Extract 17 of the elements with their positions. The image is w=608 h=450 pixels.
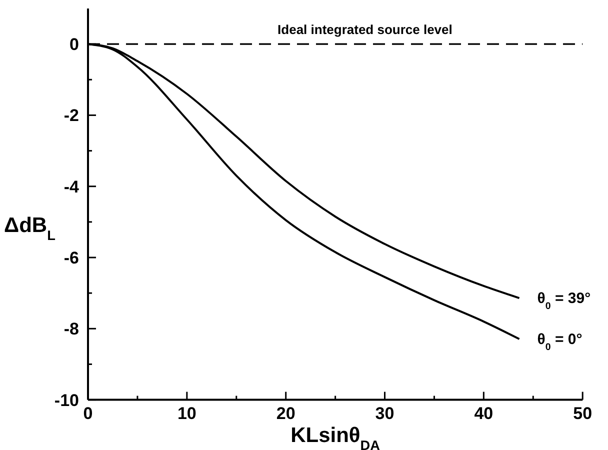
x-tick-label: 50 — [573, 404, 592, 423]
y-tick-label: -10 — [54, 390, 79, 410]
x-tick-label: 10 — [177, 404, 196, 423]
x-tick-label: 0 — [83, 404, 93, 423]
y-tick-label: -4 — [64, 177, 80, 196]
series-label: θ$_{0}$ = 39° — [537, 290, 591, 312]
ref-line-label: Ideal integrated source level — [278, 22, 452, 38]
y-tick-label: 0 — [70, 35, 79, 54]
y-axis-title: ΔdB$_{L}$ — [4, 214, 56, 242]
x-tick-label: 40 — [474, 404, 494, 423]
y-tick-label: -6 — [64, 248, 79, 268]
series-label: θ$_{0}$ = 0° — [537, 330, 582, 352]
x-axis-title: KLsinθ$_{DA}$ — [290, 424, 380, 450]
y-tick-label: -8 — [64, 320, 79, 339]
x-tick-label: 20 — [276, 404, 296, 423]
x-tick-label: 30 — [375, 404, 394, 423]
y-tick-label: -2 — [64, 106, 79, 126]
